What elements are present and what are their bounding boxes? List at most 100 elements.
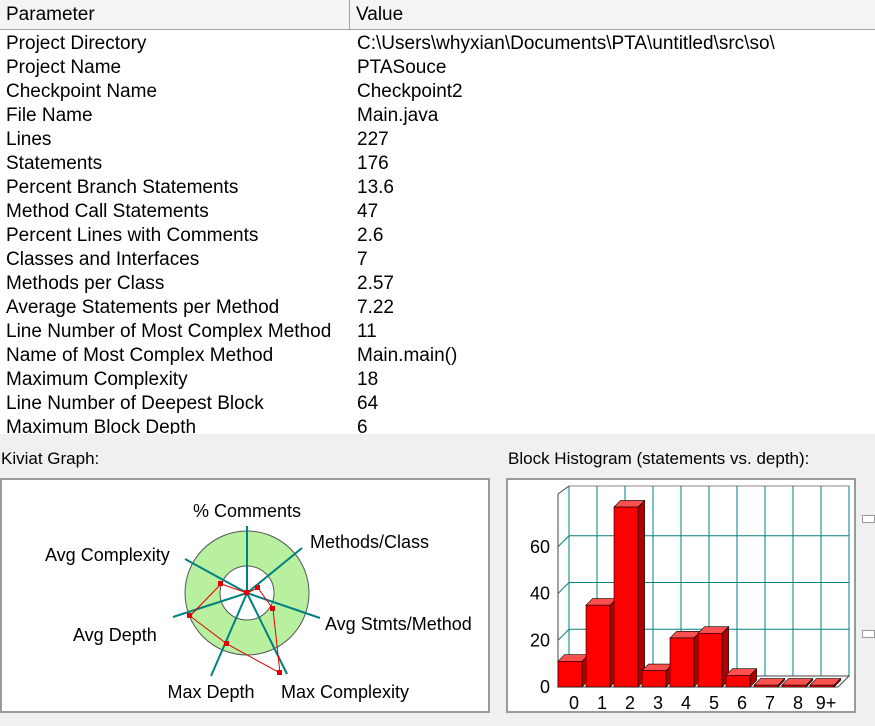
histogram-bar: [781, 684, 807, 688]
table-row[interactable]: Lines 227: [0, 127, 875, 151]
table-row[interactable]: Percent Branch Statements 13.6: [0, 175, 875, 199]
parameter-cell: Method Call Statements: [6, 201, 209, 222]
histogram-axis-edge: [557, 485, 570, 495]
table-row[interactable]: Project Name PTASouce: [0, 55, 875, 79]
table-row[interactable]: Statements 176: [0, 151, 875, 175]
axis-label-avg-complexity: Avg Complexity: [45, 545, 170, 565]
value-cell: 2.6: [357, 225, 384, 246]
axis-label-avg-stmts: Avg Stmts/Method: [325, 614, 472, 634]
x-tick-label: 4: [681, 693, 691, 711]
parameter-cell: Maximum Complexity: [6, 369, 188, 390]
value-cell: Main.main(): [357, 345, 458, 366]
kiviat-label: Kiviat Graph:: [1, 449, 100, 468]
bar-side: [637, 499, 645, 688]
value-cell: Checkpoint2: [357, 81, 463, 102]
histogram-bar: [725, 675, 751, 688]
value-cell: 18: [357, 369, 379, 390]
histogram-bar: [557, 660, 583, 688]
y-tick-label: 0: [540, 677, 550, 697]
x-tick-label: 0: [569, 693, 579, 711]
histogram-bar: [641, 670, 667, 688]
histogram-label: Block Histogram (statements vs. depth):: [508, 449, 810, 468]
kiviat-points: [187, 581, 282, 675]
x-tick-label: 8: [793, 693, 803, 711]
x-tick-label: 2: [625, 693, 635, 711]
kiviat-graph: % Comments Methods/Class Avg Stmts/Metho…: [0, 478, 490, 713]
parameter-cell: Name of Most Complex Method: [6, 345, 274, 366]
table-row[interactable]: Method Call Statements 47: [0, 199, 875, 223]
value-cell: 11: [357, 321, 377, 342]
table-header: Parameter Value: [0, 0, 875, 30]
parameter-cell: Percent Lines with Comments: [6, 225, 259, 246]
column-header-parameter[interactable]: Parameter: [0, 0, 350, 29]
value-cell: 7: [357, 249, 368, 270]
block-histogram: 0 20 40 60 0 1 2 3 4 5 6 7 8 9+: [506, 478, 856, 713]
table-row[interactable]: Methods per Class 2.57: [0, 271, 875, 295]
histogram-bar: [613, 506, 639, 688]
x-tick-label: 6: [737, 693, 747, 711]
y-tick-label: 60: [530, 537, 550, 557]
table-body: Project Directory C:\Users\whyxian\Docume…: [0, 31, 875, 434]
parameter-cell: Lines: [6, 129, 52, 150]
parameter-cell: File Name: [6, 105, 93, 126]
kiviat-svg: % Comments Methods/Class Avg Stmts/Metho…: [45, 501, 472, 702]
axis-avg-stmts: [246, 592, 321, 619]
x-tick-label: 7: [765, 693, 775, 711]
axis-label-max-complexity: Max Complexity: [281, 682, 409, 702]
axis-avg-complexity: [184, 558, 248, 594]
table-row[interactable]: Checkpoint Name Checkpoint2: [0, 79, 875, 103]
table-row[interactable]: Name of Most Complex Method Main.main(): [0, 343, 875, 367]
table-row[interactable]: Maximum Block Depth 6: [0, 415, 875, 434]
axis-label-max-depth: Max Depth: [167, 682, 254, 702]
table-row[interactable]: Line Number of Most Complex Method 11: [0, 319, 875, 343]
axis-max-depth: [210, 592, 248, 677]
x-tick-label: 5: [709, 693, 719, 711]
parameter-cell: Statements: [6, 153, 103, 174]
table-row[interactable]: File Name Main.java: [0, 103, 875, 127]
parameter-cell: Project Directory: [6, 33, 147, 54]
table-row[interactable]: Percent Lines with Comments 2.6: [0, 223, 875, 247]
parameter-cell: Average Statements per Method: [6, 297, 280, 318]
parameter-cell: Checkpoint Name: [6, 81, 158, 102]
parameter-cell: Line Number of Deepest Block: [6, 393, 264, 414]
parameter-cell: Classes and Interfaces: [6, 249, 200, 270]
axis-label-comments: % Comments: [193, 501, 301, 521]
y-tick-label: 40: [530, 584, 550, 604]
axis-max-complexity: [246, 592, 288, 675]
kiviat-axes: [172, 526, 321, 677]
scroll-marker-bottom: [862, 630, 875, 638]
value-cell: 2.57: [357, 273, 394, 294]
table-row[interactable]: Line Number of Deepest Block 64: [0, 391, 875, 415]
histogram-bar: [697, 632, 723, 688]
table-row[interactable]: Average Statements per Method 7.22: [0, 295, 875, 319]
table-row[interactable]: Classes and Interfaces 7: [0, 247, 875, 271]
y-tick-label: 20: [530, 630, 550, 650]
x-tick-label: 9+: [816, 693, 837, 711]
value-cell: 64: [357, 393, 379, 414]
value-cell: C:\Users\whyxian\Documents\PTA\untitled\…: [357, 33, 775, 54]
table-row[interactable]: Maximum Complexity 18: [0, 367, 875, 391]
histogram-bar: [585, 604, 611, 688]
parameter-cell: Project Name: [6, 57, 122, 78]
histogram-bar: [809, 684, 835, 688]
table-row[interactable]: Project Directory C:\Users\whyxian\Docume…: [0, 31, 875, 55]
parameter-cell: Percent Branch Statements: [6, 177, 239, 198]
value-cell: 7.22: [357, 297, 394, 318]
parameter-cell: Maximum Block Depth: [6, 417, 197, 434]
x-tick-label: 3: [653, 693, 663, 711]
axis-label-methods-class: Methods/Class: [310, 532, 429, 552]
metrics-table: Parameter Value Project Directory C:\User…: [0, 0, 875, 434]
histogram-bar: [669, 637, 695, 688]
value-cell: 47: [357, 201, 379, 222]
value-cell: 227: [357, 129, 389, 150]
value-cell: 13.6: [357, 177, 394, 198]
value-cell: PTASouce: [357, 57, 447, 78]
histogram-grid-diag: [557, 535, 570, 548]
kiviat-polygon: [189, 583, 281, 674]
axis-label-avg-depth: Avg Depth: [73, 625, 157, 645]
histogram-bar: [753, 684, 779, 688]
histogram-grid-diag: [557, 582, 570, 594]
column-header-value[interactable]: Value: [356, 4, 404, 25]
parameter-cell: Methods per Class: [6, 273, 165, 294]
